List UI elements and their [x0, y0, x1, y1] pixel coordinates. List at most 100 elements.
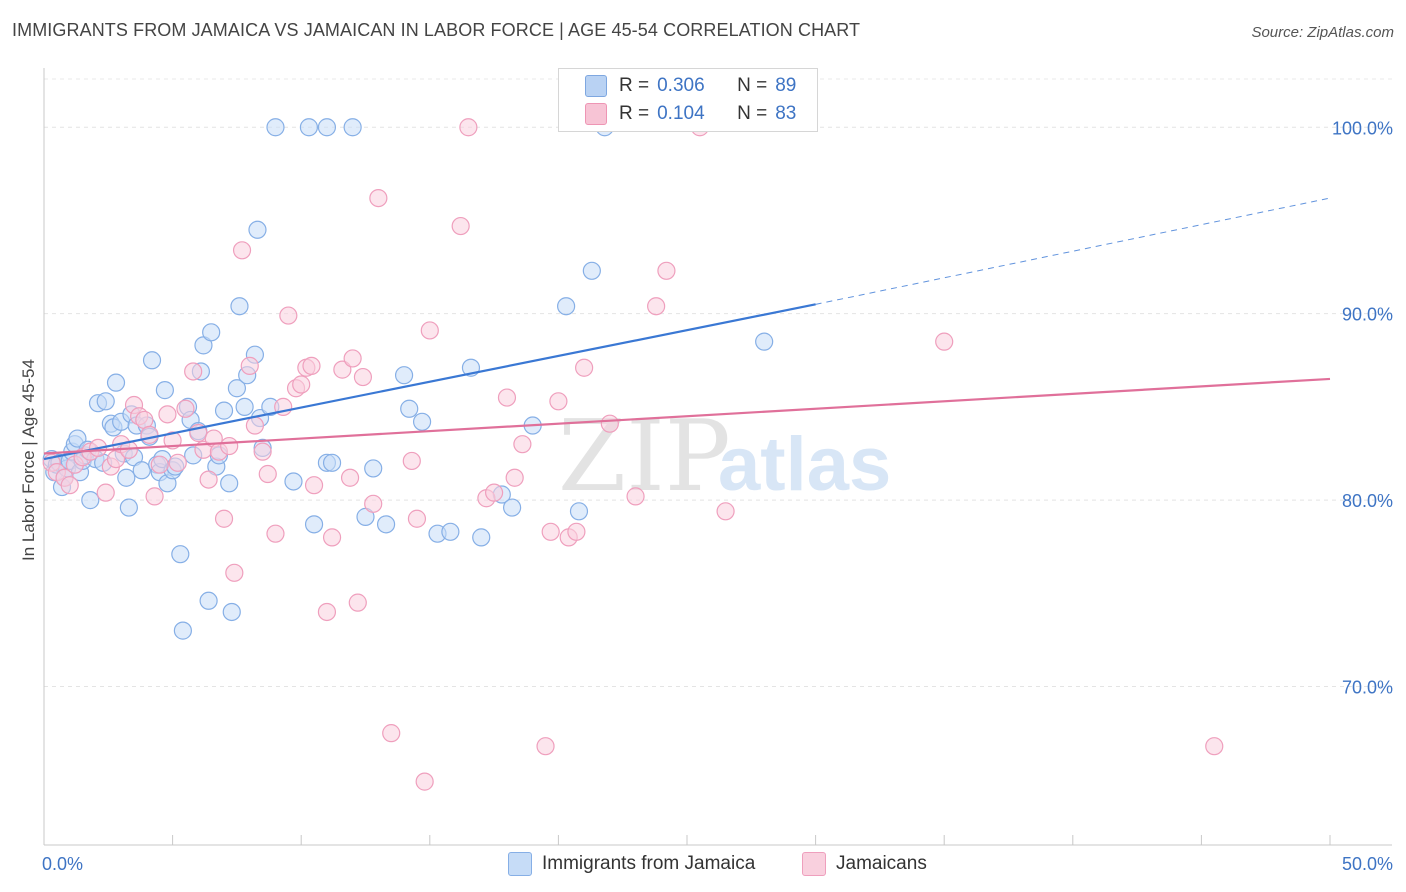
point-s1-88 — [582, 261, 601, 280]
legend-swatch-pink — [585, 103, 607, 125]
legend-item-jamaicans[interactable]: Jamaicans — [802, 852, 927, 876]
point-s2-17 — [145, 487, 164, 506]
point-s1-55 — [222, 602, 241, 622]
point-s2-58 — [420, 321, 439, 340]
point-s2-37 — [266, 524, 285, 543]
point-s1-76 — [394, 366, 414, 385]
point-s1-37 — [155, 381, 174, 400]
legend-swatch-blue — [508, 852, 532, 876]
y-tick-label-70: 70.0% — [1342, 678, 1393, 698]
point-s2-21 — [168, 453, 187, 472]
point-s2-35 — [253, 442, 272, 461]
point-s1-42 — [173, 621, 192, 640]
point-s1-57 — [230, 297, 249, 316]
point-s1-68 — [304, 515, 324, 534]
point-s2-51 — [353, 367, 373, 387]
point-s2-32 — [232, 241, 252, 260]
point-s1-72 — [343, 118, 362, 137]
y-tick-label-80: 80.0% — [1342, 491, 1393, 511]
legend-n-label: N = — [737, 75, 768, 96]
point-s2-73 — [626, 487, 645, 506]
legend-item-immigrants[interactable]: Immigrants from Jamaica — [508, 852, 755, 876]
point-s2-54 — [382, 724, 401, 743]
point-s1-22 — [106, 373, 126, 392]
point-s2-45 — [317, 602, 337, 622]
legend-label: Jamaicans — [836, 853, 927, 874]
point-s2-67 — [541, 522, 560, 541]
y-tick-label-90: 90.0% — [1342, 305, 1393, 325]
point-s2-66 — [536, 737, 555, 756]
point-s1-30 — [132, 461, 151, 480]
point-s1-26 — [119, 498, 138, 517]
y-axis-label: In Labor Force | Age 45-54 — [19, 359, 38, 561]
point-s2-26 — [199, 470, 218, 489]
series-jamaicans-points — [42, 118, 1224, 791]
point-s1-78 — [412, 412, 432, 431]
point-s1-71 — [322, 453, 342, 472]
point-s2-77 — [716, 502, 735, 521]
legend-row-jamaicans: R = 0.104 N = 83 — [585, 101, 796, 127]
point-s2-68 — [549, 392, 568, 411]
point-s1-50 — [202, 323, 221, 342]
point-s1-87 — [569, 502, 589, 521]
trend-line-jamaicans — [43, 377, 1331, 455]
point-s1-75 — [376, 515, 396, 534]
point-s1-90 — [755, 332, 774, 351]
source-note: Source: ZipAtlas.com — [1251, 24, 1394, 41]
legend-n-value: 89 — [775, 75, 797, 96]
legend-r-label: R = — [619, 75, 650, 96]
point-s2-23 — [184, 362, 203, 381]
point-s2-62 — [485, 483, 504, 502]
point-s1-49 — [199, 591, 218, 610]
point-s2-33 — [240, 356, 259, 375]
point-s2-52 — [364, 494, 383, 513]
point-s2-59 — [459, 118, 478, 137]
x-tick-label-50: 50.0% — [1342, 854, 1393, 874]
point-s2-41 — [292, 375, 311, 394]
trend-line-immigrants — [43, 303, 816, 461]
point-s1-25 — [117, 468, 136, 487]
point-s1-19 — [96, 392, 115, 411]
tick-labels: 70.0% 80.0% 90.0% 100.0% 0.0% 50.0% — [42, 118, 1393, 874]
point-s2-57 — [415, 772, 434, 791]
legend-row-immigrants: R = 0.306 N = 89 — [585, 73, 796, 99]
point-s1-58 — [235, 397, 254, 416]
point-s1-74 — [364, 459, 383, 478]
point-s2-47 — [333, 360, 352, 379]
watermark-atlas: atlas — [718, 422, 891, 507]
legend-n-value: 83 — [775, 103, 797, 124]
point-s2-75 — [657, 261, 676, 280]
point-s2-8 — [96, 483, 115, 502]
point-s1-67 — [299, 118, 319, 137]
point-s1-69 — [317, 118, 337, 137]
point-s2-56 — [407, 509, 427, 528]
legend-swatch-pink — [802, 852, 826, 876]
point-s1-53 — [214, 401, 234, 420]
point-s2-71 — [575, 358, 594, 377]
point-s2-34 — [245, 416, 265, 435]
point-s1-86 — [557, 297, 576, 316]
point-s2-48 — [340, 468, 360, 487]
point-s1-65 — [266, 118, 285, 137]
chart-title: IMMIGRANTS FROM JAMAICA VS JAMAICAN IN L… — [12, 20, 861, 40]
point-s2-3 — [60, 476, 79, 495]
point-s1-77 — [400, 399, 419, 418]
y-tick-label-100: 100.0% — [1332, 118, 1393, 138]
point-s1-61 — [248, 220, 267, 239]
point-s1-56 — [227, 379, 246, 398]
point-s1-84 — [503, 498, 522, 517]
point-s2-29 — [214, 509, 234, 528]
point-s2-74 — [647, 297, 666, 316]
point-s2-55 — [402, 451, 421, 471]
legend-r-label: R = — [619, 103, 650, 124]
point-s1-54 — [220, 474, 239, 493]
point-s1-80 — [441, 522, 460, 541]
trend-lines — [43, 197, 1331, 461]
point-s2-49 — [343, 349, 362, 368]
legend-swatch-blue — [585, 75, 607, 97]
point-s1-15 — [81, 491, 100, 510]
point-s2-18 — [150, 455, 169, 474]
point-s2-64 — [505, 468, 524, 487]
point-s2-22 — [176, 399, 195, 418]
